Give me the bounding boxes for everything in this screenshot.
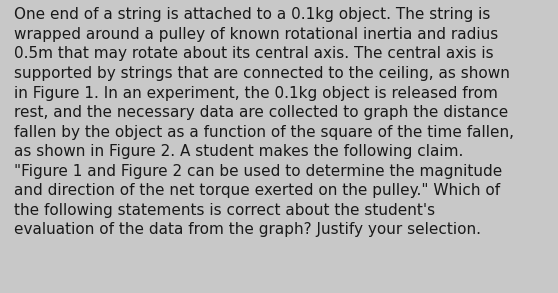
Text: One end of a string is attached to a 0.1kg object. The string is
wrapped around : One end of a string is attached to a 0.1… [14,7,514,238]
